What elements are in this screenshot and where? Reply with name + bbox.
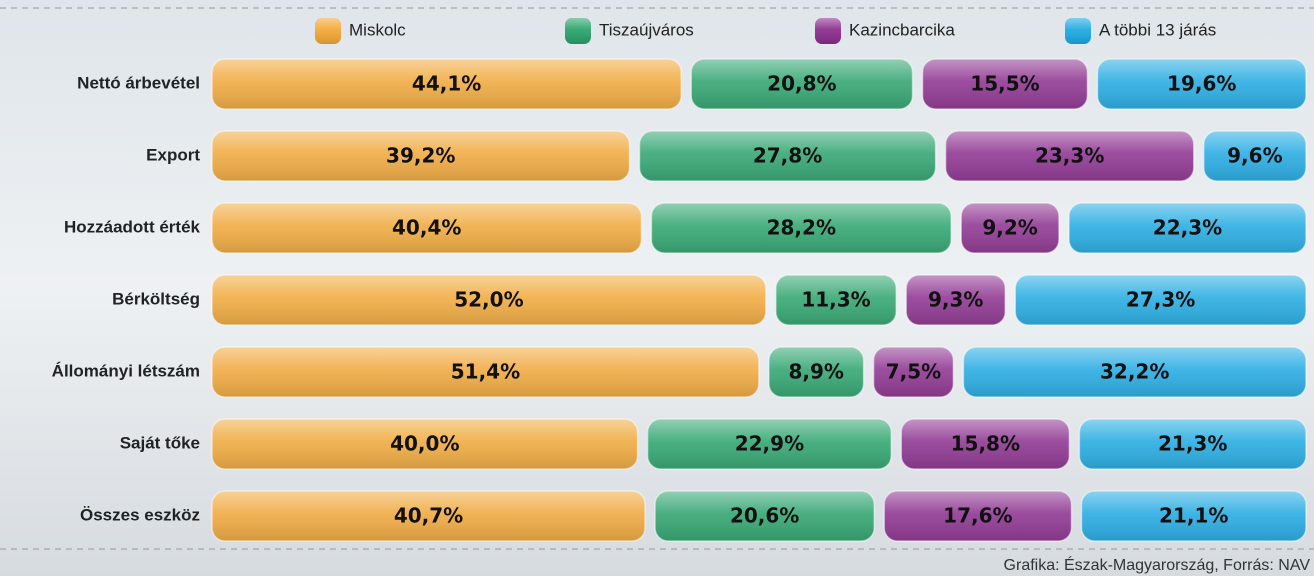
value-label: 19,6% xyxy=(1167,72,1236,96)
bar-gloss xyxy=(944,130,1195,182)
bar-gloss xyxy=(962,346,1307,398)
bar-gloss xyxy=(921,58,1089,110)
bar-gloss xyxy=(211,490,646,542)
value-label: 21,3% xyxy=(1158,432,1227,456)
bar-gloss xyxy=(1078,418,1307,470)
category-label: Állományi létszám xyxy=(52,361,200,380)
value-label: 7,5% xyxy=(886,360,941,384)
value-label: 40,4% xyxy=(392,216,461,240)
value-label: 40,7% xyxy=(394,504,463,528)
value-label: 11,3% xyxy=(801,288,870,312)
category-label: Bérköltség xyxy=(112,289,200,308)
bar-gloss xyxy=(1068,202,1307,254)
bar-gloss xyxy=(211,202,643,254)
value-label: 32,2% xyxy=(1100,360,1169,384)
category-label: Összes eszköz xyxy=(80,505,200,524)
value-label: 17,6% xyxy=(943,504,1012,528)
bar-gloss xyxy=(211,346,760,398)
value-label: 52,0% xyxy=(454,288,523,312)
bar-gloss xyxy=(1203,130,1307,182)
value-label: 40,0% xyxy=(390,432,459,456)
value-label: 21,1% xyxy=(1159,504,1228,528)
value-label: 20,6% xyxy=(730,504,799,528)
category-label: Hozzáadott érték xyxy=(64,217,201,236)
legend-label: Kazincbarcika xyxy=(849,20,955,39)
bar-gloss xyxy=(650,202,952,254)
value-label: 27,3% xyxy=(1126,288,1195,312)
bar-gloss xyxy=(775,274,897,326)
value-label: 22,3% xyxy=(1153,216,1222,240)
bar-gloss xyxy=(638,130,937,182)
value-label: 44,1% xyxy=(412,72,481,96)
legend-gloss xyxy=(565,18,591,44)
value-label: 15,8% xyxy=(951,432,1020,456)
bar-gloss xyxy=(872,346,955,398)
bar-gloss xyxy=(905,274,1006,326)
value-label: 15,5% xyxy=(970,72,1039,96)
bar-gloss xyxy=(1014,274,1307,326)
value-label: 51,4% xyxy=(451,360,520,384)
value-label: 9,6% xyxy=(1227,144,1282,168)
bar-gloss xyxy=(690,58,914,110)
value-label: 23,3% xyxy=(1035,144,1104,168)
bar-gloss xyxy=(768,346,865,398)
value-label: 27,8% xyxy=(753,144,822,168)
bar-gloss xyxy=(1080,490,1307,542)
legend-gloss xyxy=(815,18,841,44)
bar-gloss xyxy=(211,58,682,110)
bar-gloss xyxy=(211,130,631,182)
legend-gloss xyxy=(315,18,341,44)
value-label: 28,2% xyxy=(767,216,836,240)
legend-gloss xyxy=(1065,18,1091,44)
bar-gloss xyxy=(1096,58,1307,110)
bar-gloss xyxy=(211,418,639,470)
bar-gloss xyxy=(646,418,893,470)
category-label: Saját tőke xyxy=(120,433,200,452)
source: Grafika: Észak-Magyarország, Forrás: NAV xyxy=(1004,555,1311,574)
value-label: 9,3% xyxy=(928,288,983,312)
value-label: 39,2% xyxy=(386,144,455,168)
bar-gloss xyxy=(211,274,767,326)
value-label: 9,2% xyxy=(982,216,1037,240)
bar-gloss xyxy=(883,490,1073,542)
category-label: Nettó árbevétel xyxy=(77,73,200,92)
bar-gloss xyxy=(654,490,875,542)
category-label: Export xyxy=(146,145,200,164)
value-label: 22,9% xyxy=(735,432,804,456)
value-label: 8,9% xyxy=(789,360,844,384)
bar-gloss xyxy=(900,418,1071,470)
legend-label: A többi 13 járás xyxy=(1099,20,1216,39)
legend-label: Tiszaújváros xyxy=(599,20,694,39)
legend-label: Miskolc xyxy=(349,20,406,39)
bar-gloss xyxy=(960,202,1060,254)
value-label: 20,8% xyxy=(767,72,836,96)
